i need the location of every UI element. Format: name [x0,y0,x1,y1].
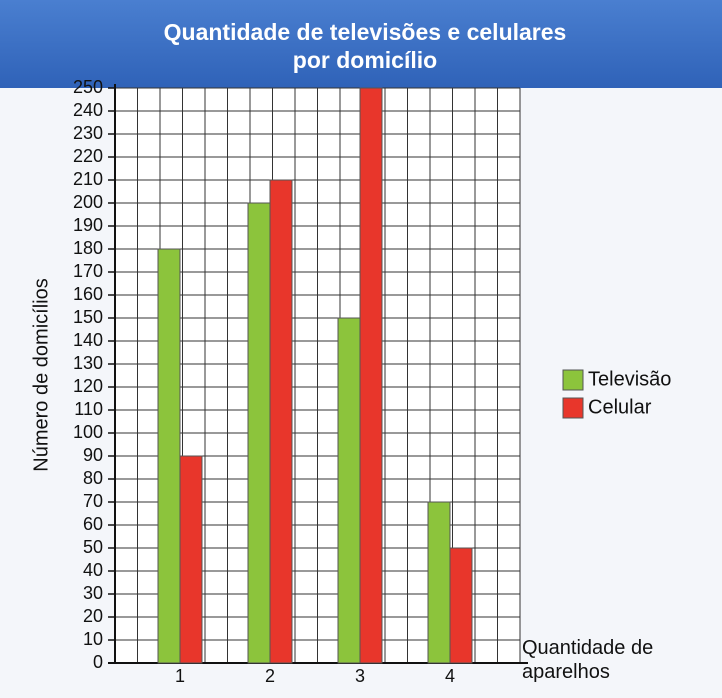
bar [269,179,293,664]
y-tick-label: 0 [93,652,103,672]
y-tick-label: 70 [83,491,103,511]
bar [179,455,203,664]
y-tick-label: 220 [73,146,103,166]
y-tick-label: 20 [83,606,103,626]
x-tick-label: 4 [445,666,455,686]
y-tick-label: 240 [73,100,103,120]
bar [247,202,271,664]
chart-title: Quantidade de televisões e celulares por… [163,19,567,73]
y-tick-label: 180 [73,238,103,258]
bar [337,317,361,664]
y-tick-label: 80 [83,468,103,488]
y-tick-label: 150 [73,307,103,327]
y-tick-label: 200 [73,192,103,212]
x-tick-label: 3 [355,666,365,686]
y-tick-label: 100 [73,422,103,442]
y-tick-label: 160 [73,284,103,304]
y-tick-label: 30 [83,583,103,603]
bar [359,87,383,664]
y-tick-label: 40 [83,560,103,580]
legend-label: Celular [588,396,652,418]
bar [157,248,181,664]
x-tick-label: 2 [265,666,275,686]
legend-swatch [562,397,584,419]
legend-label: Televisão [588,368,671,390]
y-tick-label: 170 [73,261,103,281]
x-tick-label: 1 [175,666,185,686]
legend-swatch [562,369,584,391]
bar [427,501,451,664]
y-tick-label: 130 [73,353,103,373]
y-tick-label: 250 [73,77,103,97]
y-tick-label: 110 [74,399,103,419]
y-tick-label: 190 [73,215,103,235]
y-tick-label: 120 [73,376,103,396]
y-tick-label: 230 [73,123,103,143]
y-tick-label: 60 [83,514,103,534]
y-tick-label: 50 [83,537,103,557]
y-tick-label: 140 [73,330,103,350]
bar [449,547,473,664]
y-tick-label: 90 [83,445,103,465]
title-band [0,0,722,88]
x-axis-label: Quantidade de aparelhos [522,637,654,683]
y-tick-label: 10 [83,629,103,649]
y-tick-label: 210 [73,169,103,189]
y-axis-label: Número de domicílios [30,278,52,471]
